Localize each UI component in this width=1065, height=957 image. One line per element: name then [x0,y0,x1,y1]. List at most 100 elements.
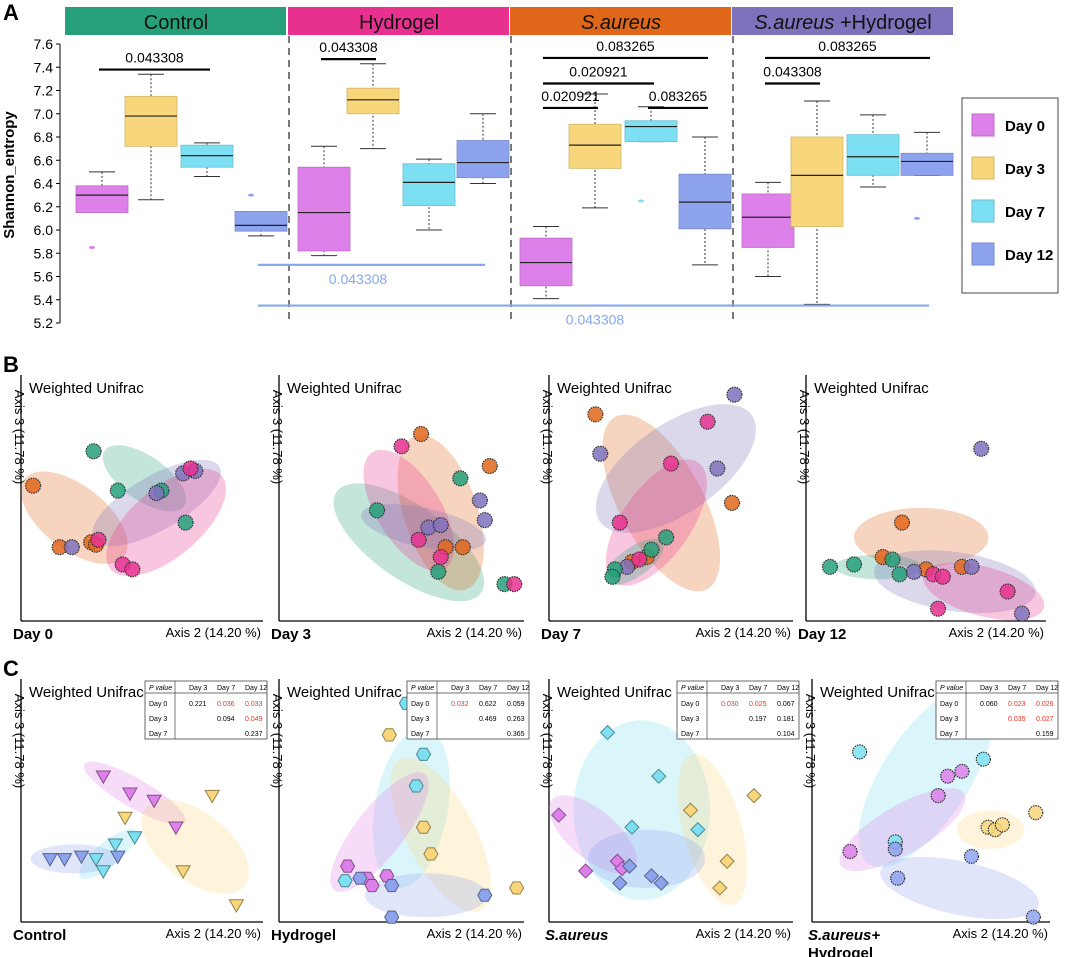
sample-point [177,514,194,531]
pvalue-table: P value Day 3 Day 7 Day 12 Day 0 0.221 0.036 0.… [144,680,268,740]
confidence-ellipse [92,459,221,547]
box-g2-day7 [402,158,456,231]
group-header-label: Control [144,12,208,34]
y-tick-label: 5.8 [34,245,54,261]
sample-point [893,514,911,531]
panel-label: Day 0 [13,626,53,643]
panel-subtitle: Weighted Unifrac [287,684,402,701]
confidence-ellipse [605,459,707,586]
box-g1-day3 [124,73,178,201]
panel-subtitle: Weighted Unifrac [820,684,935,701]
panel-letter-a: A [3,0,19,25]
sample-point [842,843,858,860]
legend-swatch-day-12 [971,242,995,266]
table-row-label: Day 0 [149,701,167,708]
confidence-ellipse [573,720,711,901]
table-row-label: Day 0 [940,701,958,708]
sample-point [148,484,165,502]
panel-label-species: S.aureus [545,927,608,944]
sample-point [228,899,245,913]
sample-point [1028,805,1044,821]
box-g1-day12 [234,193,288,237]
sample-point [393,438,410,455]
panel-label: Control [13,927,66,944]
x-axis-label: Axis 2 (14.20 %) [696,926,791,941]
y-tick-label: 5.2 [34,315,54,331]
x-axis-label: Axis 2 (14.20 %) [696,625,791,640]
y-tick-label: 5.4 [34,292,54,308]
x-axis-label: Axis 2 (14.20 %) [166,926,261,941]
sample-point [587,406,604,423]
box-g2-day3 [346,63,400,150]
table-pvalue-cell: 0.104 [777,731,795,738]
sample-point [621,858,638,874]
sig-bracket-pvalue: 0.043308 [763,64,822,80]
table-header-cell: Day 7 [749,685,767,692]
table-pvalue-cell: 0.237 [245,731,263,738]
box-g2-day12 [456,113,510,184]
group-header-suffix: +Hydrogel [834,12,931,34]
table-row-label: Day 3 [681,716,699,723]
group-header-species: S.aureus [754,12,834,34]
table-row-label: Day 0 [681,701,699,708]
sample-point [631,551,648,568]
group-header-label: S.aureus [581,12,661,34]
sample-point [384,910,400,924]
x-axis-label: Axis 2 (14.20 %) [953,926,1048,941]
table-pvalue-cell: 0.035 [1008,716,1026,723]
sample-point [999,583,1016,600]
sample-point [887,841,903,857]
table-header-cell: P value [149,685,172,692]
table-pvalue-cell: 0.032 [451,701,469,708]
group-header-species: S.aureus [581,12,661,34]
table-pvalue-cell: 0.059 [507,701,525,708]
confidence-ellipse [880,856,1039,920]
box-g4-day7 [846,114,900,188]
sample-point [122,787,138,802]
table-pvalue-cell: 0.036 [217,701,235,708]
sample-point [746,787,762,804]
sample-point [408,779,424,793]
sample-point [340,859,356,873]
confidence-ellipse [83,761,186,825]
group-header-2 [288,7,509,35]
sample-point [413,425,430,443]
confidence-ellipse [588,829,706,888]
table-pvalue-cell: 0.027 [1036,716,1054,723]
panel-label: Day 3 [271,626,311,643]
confidence-ellipse [548,795,637,874]
sample-point [410,531,427,548]
panel-subtitle: Weighted Unifrac [287,380,402,397]
box-g3-day0 [519,226,573,300]
sample-point [117,811,133,826]
table-header-cell: Day 3 [980,685,998,692]
sample-point [42,853,58,867]
confidence-ellipse [106,468,227,577]
confidence-ellipse [839,788,966,872]
table-pvalue-cell: 0.030 [721,701,739,708]
sig-bracket-pvalue: 0.083265 [596,38,655,54]
sig-bracket-pvalue: 0.043308 [566,312,625,328]
sample-point [653,875,669,891]
sample-point [476,512,493,529]
table-header-cell: Day 7 [479,685,497,692]
sample-point [337,874,353,888]
y-axis-label: Axis 3 (11.78 %) [797,390,812,484]
table-pvalue-cell: 0.067 [777,701,795,708]
box-g4-day3 [790,100,844,305]
table-frame [406,680,530,740]
sample-point [577,863,594,879]
sample-point [471,492,488,509]
panel-subtitle: Weighted Unifrac [29,684,144,701]
pvalue-table: P value Day 3 Day 7 Day 12 Day 0 0.060 0.023 0.… [935,680,1059,740]
box-body [568,123,622,169]
sample-point [624,819,640,835]
table-row-label: Day 3 [149,716,167,723]
table-row-label: Day 7 [149,731,167,738]
sample-point [126,831,143,845]
